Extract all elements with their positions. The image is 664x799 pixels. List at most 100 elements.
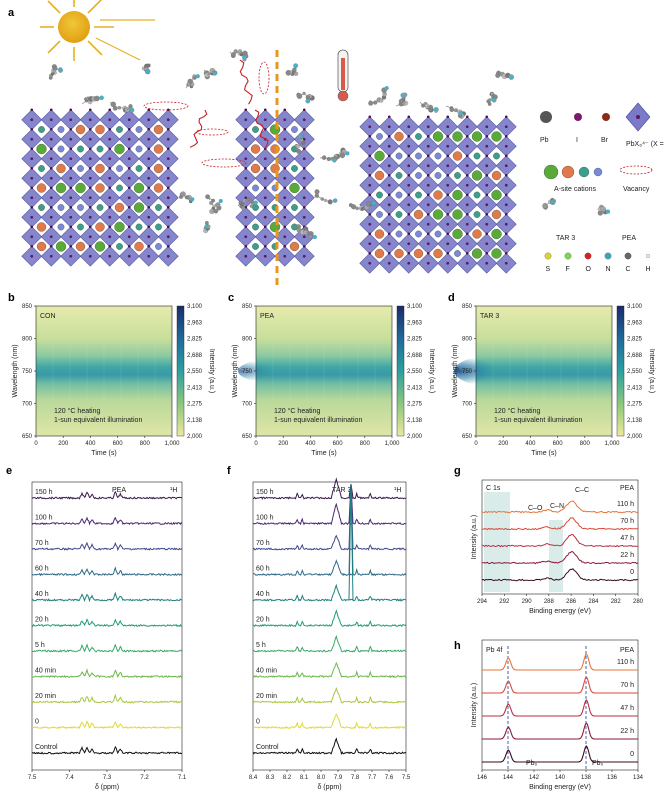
halide-atom xyxy=(387,134,391,138)
n-atom xyxy=(195,74,200,79)
pb-atom xyxy=(368,125,372,129)
halide-atom xyxy=(465,134,469,138)
halide-atom xyxy=(485,193,489,197)
a-site-cation xyxy=(413,248,424,259)
x-tick-label: 7.5 xyxy=(402,775,411,781)
pb-atom xyxy=(166,118,170,122)
atom xyxy=(600,206,607,212)
x-tick-label: 280 xyxy=(633,599,644,605)
legend-pb: Pb xyxy=(540,137,549,144)
pb-atom xyxy=(88,118,92,122)
a-site-cation xyxy=(291,204,298,211)
halide-atom xyxy=(108,244,112,248)
a-site-cation xyxy=(77,204,84,211)
element-swatch-N xyxy=(604,252,612,260)
halide-atom xyxy=(49,147,53,151)
halide-atom xyxy=(446,173,450,177)
legend-tar3: TAR 3 xyxy=(556,235,575,242)
a-site-cation xyxy=(452,209,463,220)
pb-atom xyxy=(407,164,411,168)
a-site-cation xyxy=(289,182,300,194)
halide-atom xyxy=(108,108,112,112)
colorbar-tick-label: 2,000 xyxy=(627,434,643,440)
pb-atom xyxy=(244,254,248,258)
halide-atom xyxy=(485,212,489,216)
nmr-panel-f: f TAR 3 ¹H 150 h 100 h 70 h 60 h 40 h 20 h 5 h 40 … xyxy=(227,465,411,791)
pb-atom xyxy=(147,157,151,161)
x-tick-label: 292 xyxy=(499,599,510,605)
colorbar xyxy=(396,305,405,437)
x-tick-label: 290 xyxy=(522,599,533,605)
a-site-cation xyxy=(394,131,404,142)
pb-atom xyxy=(426,164,430,168)
nmr-row-label: 150 h xyxy=(256,489,274,496)
a-site-cation xyxy=(395,152,403,160)
halide-atom xyxy=(69,147,73,151)
x-axis-label: δ (ppm) xyxy=(317,784,341,791)
octahedron-center xyxy=(636,115,640,119)
pb-atom xyxy=(407,203,411,207)
halide-atom xyxy=(446,193,450,197)
halide-atom xyxy=(504,232,508,236)
halide-atom xyxy=(387,173,391,177)
halide-atom xyxy=(446,115,450,119)
element-swatch-O xyxy=(584,252,592,260)
halide-atom xyxy=(263,244,267,248)
halide-atom xyxy=(446,212,450,216)
a-site-cation xyxy=(77,145,84,153)
pb-atom xyxy=(49,157,53,161)
pb-atom xyxy=(387,164,391,168)
x-tick-label: 1,000 xyxy=(384,441,400,447)
pb-atom xyxy=(368,261,372,265)
pb-atom xyxy=(283,196,287,200)
pb-atom xyxy=(108,176,112,180)
a-site-cation xyxy=(252,126,259,133)
a-site-cation xyxy=(38,165,45,172)
a-site-cation xyxy=(250,144,261,154)
pb-atom xyxy=(244,215,248,219)
peak-label-cc: C–C xyxy=(575,487,589,494)
a-site-cation xyxy=(376,133,383,140)
pb-atom xyxy=(263,215,267,219)
pl-map-title: CON xyxy=(40,313,56,320)
x-tick-label: 294 xyxy=(477,599,488,605)
halide-atom xyxy=(302,147,306,151)
panel-a-legend: Pb I Br PbX₆⁴⁻ (X = I/Br) A-site cations Vaca… xyxy=(540,102,664,273)
sun-ray xyxy=(47,0,61,14)
a-site-cation xyxy=(38,204,45,211)
pb-atom xyxy=(127,215,131,219)
pb-atom xyxy=(88,254,92,258)
halide-atom xyxy=(485,134,489,138)
a-site-cation xyxy=(155,204,162,211)
halide-atom xyxy=(88,225,92,229)
legend-element-O: O xyxy=(586,266,592,273)
a-site-cation xyxy=(415,230,422,238)
nmr-trace xyxy=(31,490,183,500)
a-site-cation xyxy=(415,152,422,160)
sun-icon xyxy=(40,0,155,61)
pb0-label-left: Pb₀ xyxy=(526,760,538,767)
pl-map-note1: 120 °C heating xyxy=(54,407,100,415)
pb-atom xyxy=(465,261,469,265)
pb-atom xyxy=(504,164,508,168)
colorbar-tick-label: 2,413 xyxy=(407,385,423,391)
pl-map-note2: 1-sun equivalent illumination xyxy=(54,417,142,424)
colorbar-label: Intensity (a.u.) xyxy=(208,349,215,393)
pb-atom xyxy=(244,118,248,122)
pb-atom xyxy=(263,176,267,180)
ligand-molecule xyxy=(296,224,317,240)
xps-title: Pb 4f xyxy=(486,647,502,654)
a-site-cation xyxy=(153,144,164,154)
colorbar-tick-label: 2,275 xyxy=(627,402,643,408)
atom xyxy=(233,49,238,54)
pb-atom xyxy=(69,196,73,200)
xps-row-label: 70 h xyxy=(620,682,634,689)
pb-atom xyxy=(465,125,469,129)
halide-atom xyxy=(446,251,450,255)
halide-atom xyxy=(127,127,131,131)
colorbar-tick-label: 2,413 xyxy=(627,385,643,391)
pb-atom xyxy=(504,183,508,187)
halide-atom xyxy=(69,244,73,248)
halide-atom xyxy=(88,108,92,112)
atom xyxy=(204,72,210,78)
